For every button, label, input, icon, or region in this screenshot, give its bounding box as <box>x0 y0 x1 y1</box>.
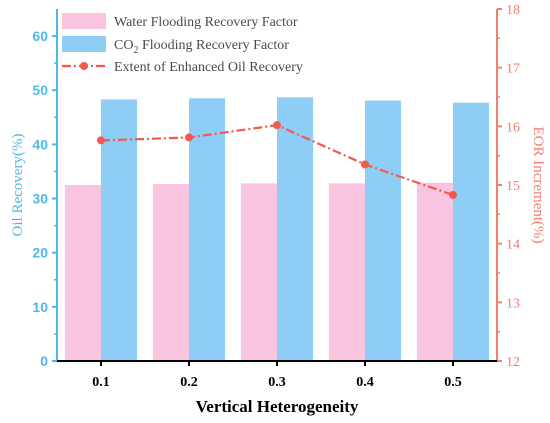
eor-point-0.4 <box>361 160 369 169</box>
y-right-tick-label: 15 <box>506 179 520 194</box>
y-left-tick-label: 40 <box>32 136 48 152</box>
y-right-tick-label: 14 <box>506 238 520 253</box>
y-left-tick-label: 50 <box>32 82 48 98</box>
eor-point-0.1 <box>97 136 105 145</box>
bar-water-0.4 <box>328 183 365 361</box>
eor-point-0.2 <box>185 133 193 142</box>
x-tick-label: 0.5 <box>444 375 462 390</box>
legend-label-eor: Extent of Enhanced Oil Recovery <box>114 60 303 75</box>
legend-swatch-eor-marker <box>80 62 88 70</box>
legend-swatch-water <box>62 13 106 29</box>
legend: Water Flooding Recovery Factor CO2 Floodi… <box>62 13 303 75</box>
bar-water-0.2 <box>152 183 189 361</box>
y-axis-right-label: EOR Increment(%) <box>530 126 546 243</box>
bar-water-0.1 <box>64 185 101 361</box>
eor-point-0.5 <box>449 190 457 199</box>
y-axis-left-label: Oil Recovery(%) <box>10 134 26 237</box>
legend-label-co2: CO2 Flooding Recovery Factor <box>114 38 289 56</box>
bar-water-0.5 <box>416 182 453 361</box>
y-right-tick-label: 18 <box>506 3 520 18</box>
bar-water-0.3 <box>240 183 277 361</box>
x-tick-label: 0.3 <box>268 375 286 390</box>
bar-co2-0.2 <box>189 98 226 361</box>
y-right-tick-label: 13 <box>506 296 520 311</box>
axes-layer: 0 10 20 30 40 50 60 12 13 14 15 16 17 18 0.1 0.2 0.3 0.4 0… <box>32 3 520 390</box>
eor-point-0.3 <box>273 121 281 130</box>
y-left-tick-label: 30 <box>32 191 48 207</box>
y-right-tick-label: 12 <box>506 355 520 370</box>
y-left-tick-label: 20 <box>32 245 48 261</box>
bar-co2-0.3 <box>277 97 314 362</box>
x-tick-label: 0.4 <box>356 375 374 390</box>
bar-co2-0.4 <box>365 100 402 362</box>
x-axis-label: Vertical Heterogeneity <box>196 397 359 416</box>
bar-co2-0.5 <box>453 102 490 361</box>
legend-swatch-co2 <box>62 36 106 52</box>
x-tick-label: 0.1 <box>92 375 110 390</box>
y-left-tick-label: 60 <box>32 28 48 44</box>
x-tick-label: 0.2 <box>180 375 198 390</box>
y-right-tick-label: 17 <box>506 62 520 77</box>
y-left-tick-label: 10 <box>32 299 48 315</box>
y-right-tick-label: 16 <box>506 120 520 135</box>
y-left-tick-label: 0 <box>40 353 48 369</box>
bar-co2-0.1 <box>101 99 138 361</box>
legend-label-water: Water Flooding Recovery Factor <box>114 15 298 30</box>
line-layer <box>97 121 457 199</box>
bars-layer <box>64 97 490 362</box>
